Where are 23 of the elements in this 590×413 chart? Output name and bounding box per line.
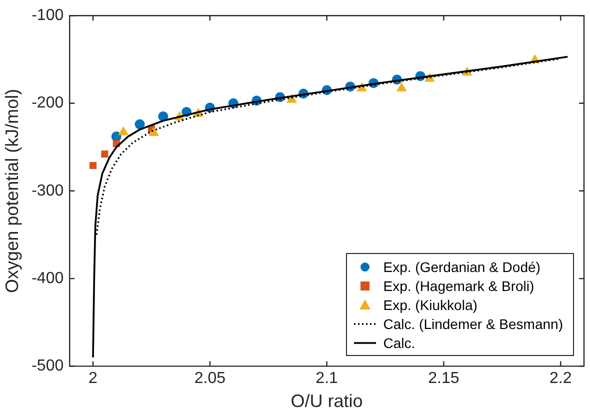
y-tick-label: -400: [32, 270, 64, 287]
x-tick-label: 2.05: [194, 370, 226, 388]
point: [148, 127, 159, 136]
x-axis-title: O/U ratio: [290, 391, 363, 412]
x-tick-label: 2.1: [316, 370, 338, 388]
y-tick-label: -200: [32, 94, 64, 112]
point: [134, 119, 145, 130]
legend-label: Exp. (Gerdanian & Dodé): [383, 258, 540, 275]
x-tick-label: 2.2: [549, 370, 572, 388]
y-tick-label: -100: [32, 7, 64, 24]
legend-label: Exp. (Hagemark & Broli): [383, 278, 534, 294]
point: [396, 82, 407, 92]
point: [101, 150, 108, 158]
y-tick-label: -500: [32, 358, 64, 375]
legend-label: Calc.: [383, 334, 416, 351]
point: [118, 126, 129, 136]
x-tick-label: 2: [88, 370, 98, 388]
point: [89, 162, 97, 170]
x-tick-label: 2.15: [428, 370, 460, 388]
y-axis-title: Oxygen potential (kJ/mol): [2, 88, 22, 293]
legend-label: Calc. (Lindemer & Besmann): [383, 316, 563, 332]
y-tick-label: -300: [32, 182, 64, 200]
legend-label: Exp. (Kiukkola): [383, 296, 478, 313]
